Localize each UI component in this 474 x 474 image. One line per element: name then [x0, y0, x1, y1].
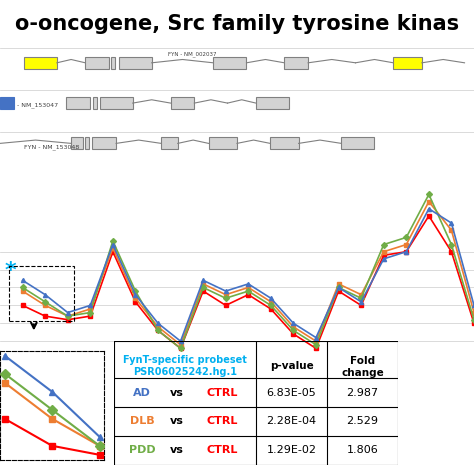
FancyBboxPatch shape: [111, 57, 115, 69]
Text: 6.83E-05: 6.83E-05: [267, 388, 316, 398]
Text: 2.987: 2.987: [346, 388, 379, 398]
Text: FYN - NM_002037: FYN - NM_002037: [168, 52, 217, 57]
Text: change: change: [341, 368, 384, 378]
FancyBboxPatch shape: [0, 97, 14, 109]
Text: DLB: DLB: [130, 416, 155, 427]
FancyBboxPatch shape: [213, 57, 246, 69]
Text: vs: vs: [169, 445, 183, 455]
Text: FynT-specific probeset: FynT-specific probeset: [123, 355, 247, 365]
Text: - NM_153047: - NM_153047: [17, 103, 58, 109]
Text: *: *: [5, 261, 16, 282]
Text: 2.529: 2.529: [346, 416, 379, 427]
FancyBboxPatch shape: [93, 97, 97, 109]
Bar: [9, 266, 74, 321]
FancyBboxPatch shape: [85, 137, 89, 149]
FancyBboxPatch shape: [118, 57, 152, 69]
FancyBboxPatch shape: [256, 97, 289, 109]
FancyBboxPatch shape: [161, 137, 178, 149]
Text: PDD: PDD: [129, 445, 155, 455]
Text: PSR06025242.hg.1: PSR06025242.hg.1: [133, 367, 237, 377]
Text: CTRL: CTRL: [206, 445, 237, 455]
FancyBboxPatch shape: [71, 137, 83, 149]
Text: vs: vs: [169, 388, 183, 398]
Text: p-value: p-value: [270, 361, 313, 371]
FancyBboxPatch shape: [66, 97, 90, 109]
FancyBboxPatch shape: [92, 137, 116, 149]
Text: 1.29E-02: 1.29E-02: [266, 445, 317, 455]
FancyBboxPatch shape: [24, 57, 57, 69]
Text: AD: AD: [133, 388, 151, 398]
FancyBboxPatch shape: [341, 137, 374, 149]
Text: FYN - NM_153048: FYN - NM_153048: [24, 144, 79, 150]
Text: 1.806: 1.806: [347, 445, 378, 455]
Text: CTRL: CTRL: [206, 388, 237, 398]
Text: Fold: Fold: [350, 356, 375, 366]
FancyBboxPatch shape: [393, 57, 422, 69]
FancyBboxPatch shape: [85, 57, 109, 69]
Text: vs: vs: [169, 416, 183, 427]
FancyBboxPatch shape: [270, 137, 299, 149]
Text: o-oncogene, Src family tyrosine kinas: o-oncogene, Src family tyrosine kinas: [15, 14, 459, 34]
FancyBboxPatch shape: [209, 137, 237, 149]
Text: 2.28E-04: 2.28E-04: [266, 416, 317, 427]
FancyBboxPatch shape: [171, 97, 194, 109]
FancyBboxPatch shape: [100, 97, 133, 109]
FancyBboxPatch shape: [284, 57, 308, 69]
Text: CTRL: CTRL: [206, 416, 237, 427]
